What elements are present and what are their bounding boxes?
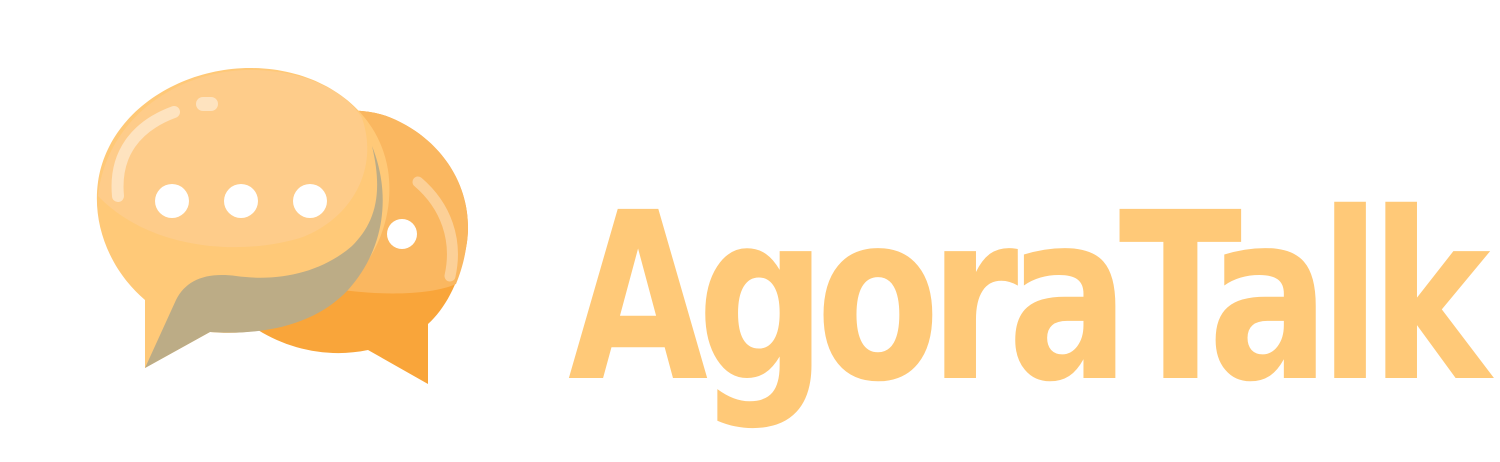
dot-icon: [293, 184, 327, 218]
dot-icon: [155, 184, 189, 218]
brand-wordmark: AgoraTalk: [568, 163, 1491, 433]
front-chat-bubble-icon: [96, 68, 390, 368]
chat-bubbles-icon: [96, 68, 469, 385]
dot-icon: [224, 184, 258, 218]
